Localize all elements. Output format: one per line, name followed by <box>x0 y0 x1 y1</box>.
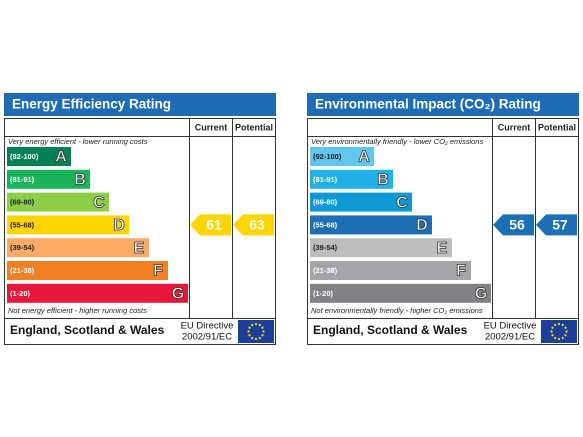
current-arrow <box>493 214 534 236</box>
eu-star <box>551 326 554 329</box>
header-potential: Potential <box>235 122 273 132</box>
band-bar <box>310 192 412 212</box>
eu-star <box>262 330 265 333</box>
panel-title: Environmental Impact (CO₂) Rating <box>315 97 541 112</box>
band-bar <box>7 238 149 258</box>
current-arrow <box>190 214 231 236</box>
eu-star <box>247 330 250 333</box>
footer-code: 2002/91/EC <box>182 332 232 343</box>
band-range: (21-38) <box>10 266 35 275</box>
header-potential: Potential <box>538 122 576 132</box>
eu-star <box>248 326 251 329</box>
band-bar <box>310 147 374 166</box>
eu-star <box>565 330 568 333</box>
band-bar <box>310 169 393 189</box>
footer-directive: EU Directive <box>484 321 537 332</box>
eu-star <box>254 322 258 326</box>
band-range: (1-20) <box>10 289 31 298</box>
band-bar <box>7 261 168 280</box>
band-bar <box>310 261 471 280</box>
band-letter: D <box>113 217 125 234</box>
band-letter: B <box>377 172 389 189</box>
panel-title: Energy Efficiency Rating <box>12 97 171 112</box>
band-bar <box>310 283 491 303</box>
bottom-note: Not energy efficient - higher running co… <box>8 306 147 315</box>
current-rating: 61 <box>206 217 222 233</box>
potential-rating: 57 <box>552 217 568 233</box>
band-range: (92-100) <box>313 152 342 161</box>
top-note: Very energy efficient - lower running co… <box>8 137 148 146</box>
eu-star <box>258 336 261 340</box>
band-letter: G <box>475 286 487 303</box>
band-bar <box>310 238 452 258</box>
header-current: Current <box>498 122 531 132</box>
title-bar <box>4 93 276 116</box>
band-letter: F <box>456 263 466 280</box>
band-bar <box>7 169 90 189</box>
band-range: (21-38) <box>313 266 338 275</box>
band-letter: B <box>74 172 86 189</box>
eu-star <box>251 323 254 327</box>
eu-star <box>261 334 264 337</box>
band-range: (55-68) <box>313 220 338 229</box>
eu-star <box>258 323 261 327</box>
band-range: (55-68) <box>10 220 35 229</box>
band-range: (81-91) <box>10 175 35 184</box>
eu-flag <box>238 320 274 343</box>
eu-flag <box>541 320 577 343</box>
band-bar <box>7 192 109 212</box>
eu-star <box>261 326 264 329</box>
potential-arrow <box>233 214 274 236</box>
potential-rating: 63 <box>249 217 265 233</box>
top-note: Very environmentally friendly - lower CO… <box>311 137 483 146</box>
band-letter: G <box>172 286 184 303</box>
band-range: (81-91) <box>313 175 338 184</box>
current-rating: 56 <box>509 217 525 233</box>
band-letter: D <box>416 217 428 234</box>
footer-region: England, Scotland & Wales <box>10 323 165 337</box>
band-bar <box>7 147 71 166</box>
band-range: (39-54) <box>10 243 35 252</box>
band-range: (69-80) <box>313 198 338 207</box>
band-letter: E <box>134 240 145 257</box>
eu-star <box>550 330 553 333</box>
eu-star <box>254 337 258 341</box>
band-letter: F <box>153 263 163 280</box>
eu-star <box>561 323 564 327</box>
band-letter: A <box>358 149 370 166</box>
eu-star <box>248 334 251 337</box>
eu-star <box>557 337 561 341</box>
band-range: (92-100) <box>10 152 39 161</box>
eu-star <box>251 336 254 340</box>
band-bar <box>310 215 432 235</box>
band-range: (69-80) <box>10 198 35 207</box>
footer-directive: EU Directive <box>181 321 234 332</box>
eu-star <box>557 322 561 326</box>
eu-star <box>564 334 567 337</box>
band-letter: A <box>55 149 67 166</box>
eu-star <box>551 334 554 337</box>
band-letter: C <box>396 194 408 211</box>
band-range: (39-54) <box>313 243 338 252</box>
eu-star <box>554 336 557 340</box>
eu-star <box>561 336 564 340</box>
eu-star <box>554 323 557 327</box>
band-bar <box>7 283 188 303</box>
header-current: Current <box>195 122 228 132</box>
band-bar <box>7 215 129 235</box>
eu-star <box>564 326 567 329</box>
panel-frame <box>307 118 579 345</box>
band-letter: E <box>437 240 448 257</box>
potential-arrow <box>536 214 577 236</box>
bottom-note: Not environmentally friendly - higher CO… <box>311 306 483 315</box>
panel-frame <box>4 118 276 345</box>
title-bar <box>307 93 579 116</box>
band-letter: C <box>93 194 105 211</box>
footer-region: England, Scotland & Wales <box>313 323 468 337</box>
band-range: (1-20) <box>313 289 334 298</box>
footer-code: 2002/91/EC <box>485 332 535 343</box>
